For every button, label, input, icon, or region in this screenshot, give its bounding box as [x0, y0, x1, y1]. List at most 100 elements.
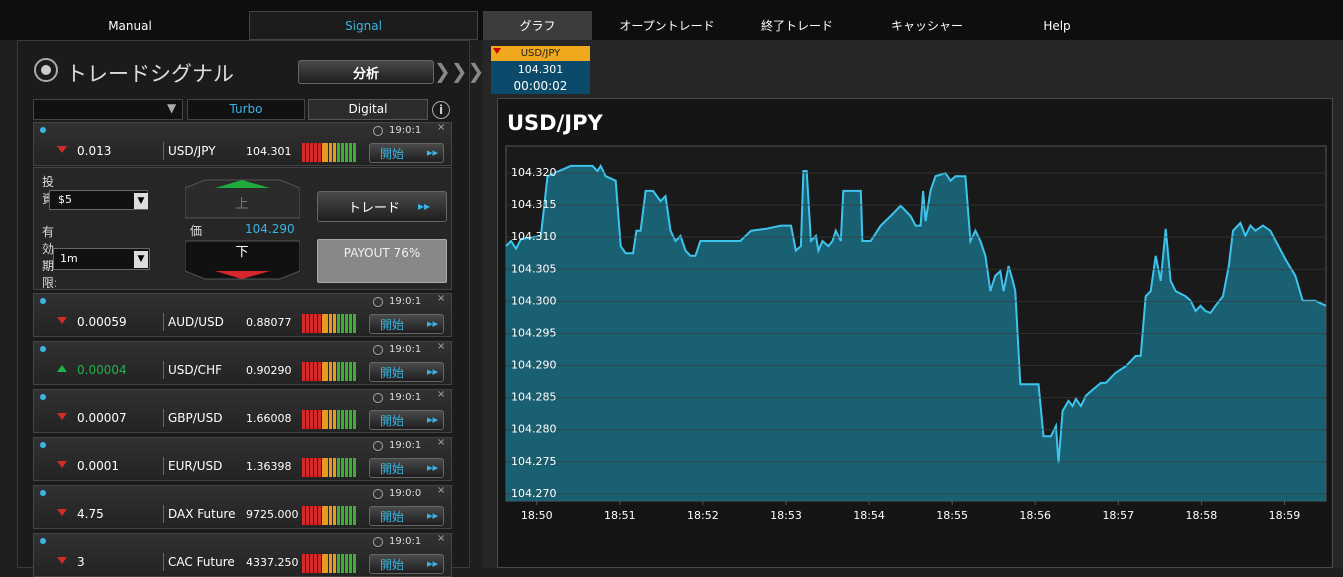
strength-bar — [329, 458, 333, 477]
strength-bar — [352, 554, 356, 573]
up-button[interactable]: 上 — [185, 179, 300, 219]
x-tick-label: 18:53 — [770, 509, 802, 522]
nav-tab[interactable]: キャッシャー — [890, 19, 963, 33]
nav-tab[interactable]: Signal — [249, 11, 478, 40]
price: 9725.000 — [246, 508, 299, 521]
strength-bar — [344, 458, 348, 477]
clock-icon — [373, 297, 383, 307]
close-x[interactable]: × — [437, 437, 446, 448]
down-label: 下 — [235, 245, 248, 260]
status-dot — [40, 346, 46, 352]
clock-icon — [373, 537, 383, 547]
direction-arrow — [57, 557, 67, 564]
strength-bar — [348, 458, 352, 477]
strength-bar — [352, 410, 356, 429]
strength-bar — [309, 410, 313, 429]
x-tick-label: 18:52 — [687, 509, 719, 522]
select-arrow: ▼ — [134, 251, 148, 268]
strength-bar — [337, 362, 341, 381]
strength-bar — [348, 362, 352, 381]
strength-bar — [333, 410, 337, 429]
clock-icon — [373, 126, 383, 136]
expiry-time: 19:0:1 — [389, 440, 422, 451]
status-dot — [40, 298, 46, 304]
strength-bar — [321, 410, 325, 429]
nav-tab[interactable]: Manual — [108, 18, 152, 33]
pair: DAX Future — [168, 507, 236, 521]
y-tick-label: 104.310 — [511, 230, 557, 243]
strength-bar — [313, 410, 317, 429]
strength-bar — [333, 458, 337, 477]
signal-icon — [34, 58, 58, 82]
strength-bar — [329, 410, 333, 429]
strength-bar — [309, 314, 313, 333]
dropdown[interactable] — [33, 99, 183, 120]
y-tick-label: 104.280 — [511, 423, 557, 436]
strength-bar — [325, 458, 329, 477]
strength-bar — [337, 506, 341, 525]
strength-bar — [337, 458, 341, 477]
payout: PAYOUT 76% — [317, 239, 447, 283]
strength-bar — [305, 506, 309, 525]
x-tick-label: 18:51 — [604, 509, 636, 522]
close-x[interactable]: × — [437, 341, 446, 352]
x-tick-label: 18:55 — [936, 509, 968, 522]
close-x[interactable]: × — [437, 485, 446, 496]
strength-bar — [352, 458, 356, 477]
strength-bar — [302, 410, 305, 429]
strength-bar — [348, 410, 352, 429]
start-button[interactable]: 開始 — [369, 506, 444, 526]
close-x[interactable]: × — [437, 533, 446, 544]
direction-arrow — [57, 461, 67, 468]
clock-icon — [373, 441, 383, 451]
button-arrows: ▸▸ — [427, 413, 439, 426]
expiry-select[interactable]: 1m — [53, 248, 150, 270]
button-arrows: ▸▸ — [427, 509, 439, 522]
pair: CAC Future — [168, 555, 235, 569]
strength-bar — [321, 506, 325, 525]
x-tick-label: 18:54 — [853, 509, 885, 522]
close-x[interactable]: × — [437, 389, 446, 400]
strength-bar — [329, 362, 333, 381]
x-tick-label: 18:57 — [1102, 509, 1134, 522]
nav-tab[interactable]: Help — [1043, 18, 1071, 33]
pair: USD/CHF — [168, 363, 222, 377]
price: 0.88077 — [246, 316, 292, 329]
y-tick-label: 104.290 — [511, 359, 557, 372]
separator — [163, 553, 164, 571]
tab-digital[interactable]: Digital — [308, 99, 428, 120]
start-button[interactable]: 開始 — [369, 362, 444, 382]
direction-arrow — [57, 146, 67, 153]
strength-bar — [325, 554, 329, 573]
status-dot — [40, 442, 46, 448]
close-x[interactable]: × — [437, 122, 446, 133]
change: 0.00007 — [77, 411, 127, 425]
pair: AUD/USD — [168, 315, 224, 329]
strength-bar — [329, 314, 333, 333]
quote-timer: 00:00:02 — [513, 79, 568, 93]
start-button[interactable]: 開始 — [369, 410, 444, 430]
analyze-button[interactable]: 分析 — [298, 60, 434, 84]
down-button[interactable]: 下 — [185, 240, 300, 280]
close-x[interactable]: × — [437, 293, 446, 304]
invest-input[interactable]: $5 — [49, 190, 148, 210]
nav-tab[interactable]: グラフ — [483, 11, 592, 40]
strength-bar — [333, 362, 337, 381]
y-tick-label: 104.315 — [511, 198, 557, 211]
trade-button[interactable]: トレード — [317, 191, 447, 222]
tab-turbo[interactable]: Turbo — [187, 99, 305, 120]
strength-bar — [348, 506, 352, 525]
strength-bar — [305, 554, 309, 573]
start-button[interactable]: 開始 — [369, 314, 444, 334]
nav-tab[interactable]: オープントレード — [619, 19, 715, 33]
strength-bar — [302, 554, 305, 573]
start-button[interactable]: 開始 — [369, 458, 444, 478]
expiry-label: 有効期限: — [42, 225, 56, 290]
info-icon[interactable]: i — [432, 101, 450, 119]
x-tick-label: 18:59 — [1269, 509, 1301, 522]
quote-arrow — [493, 48, 501, 54]
strength-bar — [302, 314, 305, 333]
start-button[interactable]: 開始 — [369, 143, 444, 163]
nav-tab[interactable]: 終了トレード — [760, 19, 833, 33]
